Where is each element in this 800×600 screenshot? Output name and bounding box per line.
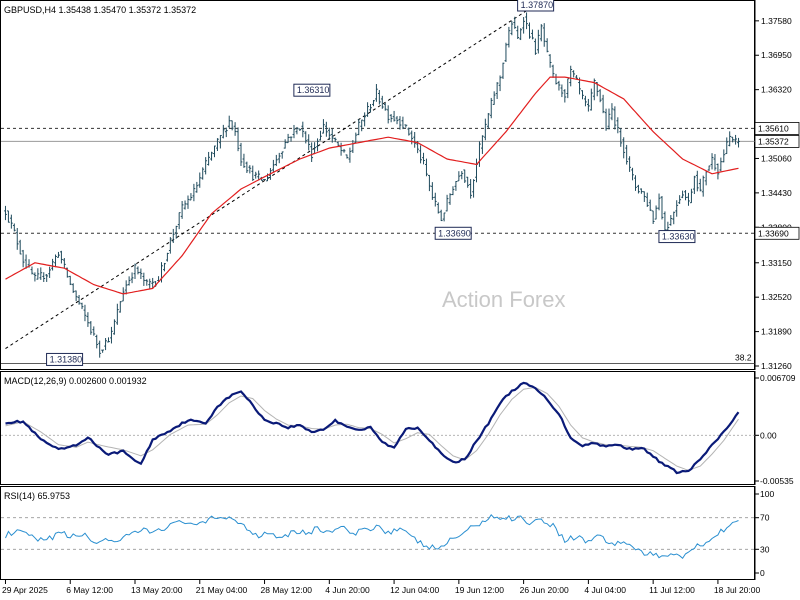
time-tick-label: 11 Jul 12:00: [649, 585, 695, 595]
time-tick-label: 12 Jun 04:00: [390, 585, 439, 595]
price-annotations: 1.31380 1.36310 1.33690 1.37870 1.33630: [46, 0, 696, 366]
price-tick-label: 1.36950: [761, 50, 792, 60]
time-tick-label: 28 May 12:00: [261, 585, 313, 595]
price-annotation-box: [293, 83, 331, 97]
level-label: 1.35610: [758, 123, 789, 133]
current-price-label: 1.35372: [758, 136, 789, 146]
price-annotation-label: 1.36310: [297, 85, 330, 95]
time-tick-label: 29 Apr 2025: [2, 585, 48, 595]
time-tick-label: 4 Jul 04:00: [584, 585, 626, 595]
macd-axis: 0.006709 0.00 -0.00535: [754, 371, 796, 486]
level-tag: [754, 122, 800, 135]
level-label: 1.33690: [758, 228, 789, 238]
price-tick-label: 1.31890: [761, 327, 792, 337]
time-tick-label: 26 Jun 20:00: [520, 585, 569, 595]
macd-header: MACD(12,26,9) 0.002600 0.001932: [4, 376, 147, 386]
price-tick-label: 1.31260: [761, 361, 792, 371]
rsi-tick-label: 30: [760, 544, 770, 554]
watermark: Action Forex: [442, 287, 566, 312]
rsi-header: RSI(14) 65.9753: [4, 491, 70, 501]
price-axis: 1.375801.369501.363201.350601.344301.338…: [754, 0, 800, 371]
time-tick-label: 21 May 04:00: [196, 585, 248, 595]
rsi-tick-label: 0: [760, 568, 765, 578]
rsi-axis: 100 70 30 0: [754, 486, 774, 580]
price-header: GBPUSD,H4 1.35438 1.35470 1.35372 1.3537…: [4, 5, 196, 15]
current-price-tag: [754, 135, 800, 148]
price-tick-label: 1.37580: [761, 16, 792, 26]
price-annotation-box: [517, 0, 555, 12]
time-tick-label: 6 May 12:00: [66, 585, 113, 595]
macd-tick-label: 0.006709: [760, 373, 796, 383]
rsi-lines: [1, 513, 755, 560]
time-tick-label: 19 Jun 12:00: [455, 585, 504, 595]
price-level-lines: [1, 127, 755, 364]
rsi-line: [5, 513, 739, 560]
price-annotation-label: 1.37870: [521, 0, 554, 10]
price-annotation-box: [658, 230, 696, 244]
moving-average-line: [5, 76, 739, 295]
price-tick-label: 1.35060: [761, 153, 792, 163]
time-tick-label: 4 Jun 20:00: [325, 585, 370, 595]
time-tick-label: 18 Jul 20:00: [714, 585, 761, 595]
rsi-tick-label: 100: [760, 489, 774, 499]
price-tick-label: 1.34430: [761, 188, 792, 198]
macd-line: [5, 381, 740, 475]
price-tick-label: 1.36320: [761, 85, 792, 95]
price-annotation-box: [46, 352, 84, 366]
price-annotation-label: 1.33630: [662, 232, 695, 242]
time-axis: 29 Apr 2025 6 May 12:00 13 May 20:00 21 May…: [2, 580, 761, 595]
fib-label: 38.2: [735, 352, 752, 362]
rsi-tick-label: 70: [760, 513, 770, 523]
price-annotation-label: 1.33690: [438, 228, 471, 238]
price-tick-label: 1.33150: [761, 258, 792, 268]
price-annotation-label: 1.31380: [50, 354, 83, 364]
time-tick-label: 13 May 20:00: [131, 585, 183, 595]
price-annotation-box: [434, 226, 472, 240]
price-tick-label: 1.32520: [761, 292, 792, 302]
level-tag: [754, 226, 800, 240]
macd-tick-label: -0.00535: [760, 476, 794, 486]
moving-average: [5, 76, 739, 295]
macd-tick-label: 0.00: [760, 430, 777, 440]
price-bars: [4, 12, 740, 358]
macd-lines: [1, 381, 755, 475]
